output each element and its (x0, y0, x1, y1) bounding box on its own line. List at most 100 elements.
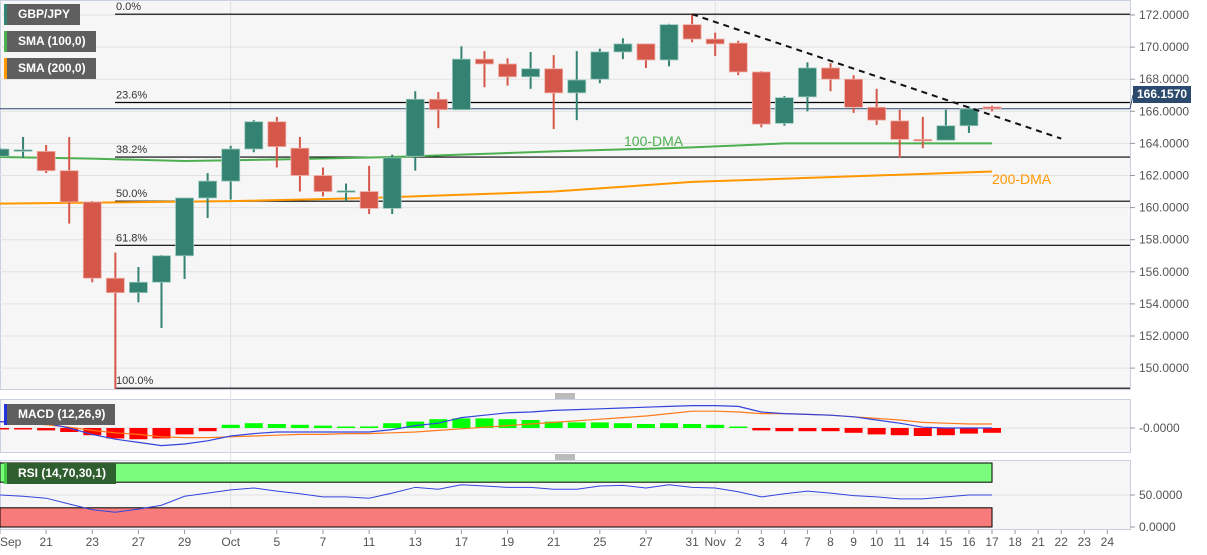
macd-histogram-bar (636, 424, 655, 428)
candle-body (982, 106, 1002, 110)
x-tick-label: 27 (639, 535, 653, 549)
rsi-tick-label: 50.0000 (1139, 488, 1183, 502)
candle-body (844, 78, 863, 108)
x-tick-label: 15 (939, 535, 953, 549)
candle (521, 51, 541, 89)
x-tick-label: 24 (1101, 535, 1115, 549)
macd-histogram-bar (267, 424, 286, 428)
x-tick-label: 17 (985, 535, 999, 549)
x-tick-label: 18 (1008, 535, 1022, 549)
candle-body (13, 149, 33, 152)
y-tick-label: 170.0000 (1139, 40, 1189, 54)
x-tick-label: 21 (1031, 535, 1045, 549)
x-tick-label: 2 (735, 535, 742, 549)
x-tick-label: 8 (827, 535, 834, 549)
candle-body (290, 147, 310, 176)
candle-body (198, 180, 218, 199)
candle (221, 145, 241, 200)
candle (867, 88, 887, 125)
candle (451, 46, 471, 111)
x-tick-label: Nov (704, 535, 725, 549)
candle (544, 55, 564, 129)
candle-body (936, 125, 956, 141)
y-tick-label: 158.0000 (1139, 233, 1189, 247)
macd-histogram-bar (244, 423, 263, 428)
candle-body (890, 120, 910, 140)
candle (267, 116, 287, 168)
x-tick-label: 23 (86, 535, 100, 549)
x-tick-label: 11 (363, 535, 376, 549)
macd-histogram-bar (198, 428, 217, 432)
candle-body (359, 191, 379, 209)
x-tick-label: 14 (916, 535, 930, 549)
y-tick-label: 172.0000 (1139, 8, 1189, 22)
macd-histogram-bar (844, 428, 863, 433)
candle (175, 197, 194, 280)
candle-body (382, 157, 402, 209)
candle (428, 92, 448, 129)
y-tick-label: 150.0000 (1139, 361, 1189, 375)
candle (359, 165, 379, 215)
candle (913, 116, 933, 149)
candle (152, 254, 171, 328)
macd-histogram-bar (498, 419, 517, 428)
macd-histogram-bar (567, 422, 586, 428)
candle (0, 148, 10, 157)
macd-histogram-bar (452, 418, 471, 428)
candle-body (336, 190, 356, 193)
macd-histogram-bar (660, 423, 679, 428)
x-tick-label: 29 (178, 535, 192, 549)
macd-histogram-bar (0, 428, 9, 430)
candle-body (659, 24, 679, 61)
fib-level-label: 50.0% (116, 188, 147, 200)
fib-level-label: 61.8% (116, 232, 147, 244)
x-tick-label: 9 (850, 535, 857, 549)
candle (129, 266, 148, 303)
legend-rsi[interactable]: RSI (14,70,30,1) (4, 463, 117, 484)
y-tick-label: 156.0000 (1139, 265, 1189, 279)
candle-body (428, 98, 448, 111)
macd-histogram-bar (360, 426, 379, 428)
legend-sma200[interactable]: SMA (200,0) (4, 58, 96, 79)
candle-body (728, 42, 748, 73)
candle-body (267, 121, 287, 148)
candle (682, 14, 702, 43)
candle (475, 51, 494, 88)
candle-body (613, 43, 633, 53)
candle-body (82, 201, 102, 279)
candle-body (821, 67, 840, 80)
macd-histogram-bar (221, 424, 240, 428)
macd-line (0, 405, 993, 447)
y-tick-label: 162.0000 (1139, 169, 1189, 183)
candle (798, 62, 817, 112)
candle (636, 43, 656, 68)
candle-body (244, 121, 264, 150)
macd-histogram-bar (544, 421, 563, 428)
macd-histogram-bar (729, 426, 748, 428)
y-tick-label: 166.0000 (1139, 104, 1189, 118)
candle (313, 167, 333, 197)
current-price-badge: 166.1570 (1133, 86, 1192, 103)
macd-histogram-bar (152, 428, 171, 439)
x-tick-label: 13 (409, 535, 423, 549)
x-tick-label: 19 (501, 535, 515, 549)
x-tick-label: 27 (132, 535, 146, 549)
x-tick-label: 23 (1078, 535, 1092, 549)
candle (982, 105, 1002, 112)
candle-body (313, 175, 333, 192)
candle (290, 136, 310, 192)
candle-body (636, 43, 656, 61)
legend-sma100[interactable]: SMA (100,0) (4, 31, 96, 52)
macd-histogram-bar (613, 423, 632, 428)
candle-body (475, 58, 494, 65)
sma200-annotation: 200-DMA (992, 171, 1052, 187)
x-tick-label: 10 (870, 535, 884, 549)
macd-histogram-bar (683, 424, 702, 428)
candle (498, 58, 517, 86)
legend-symbol[interactable]: GBP/JPY (4, 4, 81, 25)
y-tick-label: 160.0000 (1139, 201, 1189, 215)
candle-body (774, 97, 794, 124)
candle (36, 145, 56, 174)
legend-macd[interactable]: MACD (12,26,9) (4, 404, 116, 425)
